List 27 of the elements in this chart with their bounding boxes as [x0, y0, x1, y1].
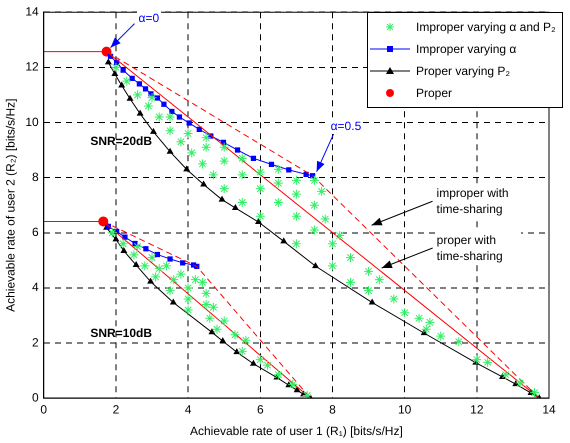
x-tick-label: 12	[470, 402, 484, 417]
y-tick-label: 8	[32, 170, 40, 184]
x-tick-label: 6	[256, 402, 264, 417]
annotation: α=0.5	[328, 118, 364, 134]
legend-label: Proper varying P₂	[416, 64, 510, 78]
legend-label: Proper	[416, 86, 452, 100]
annotation: proper with time-sharing	[436, 232, 521, 264]
x-tick-label: 8	[329, 402, 336, 417]
x-tick-label: 2	[112, 402, 120, 417]
x-tick-label: 10	[398, 402, 412, 417]
y-axis-title: Achievable rate of user 2 (R₂) [bits/s/Hz]	[4, 98, 18, 312]
legend-label: Improper varying α	[416, 42, 516, 56]
x-tick-label: 14	[542, 402, 556, 417]
annotation: improper with time-sharing	[436, 185, 521, 218]
y-tick-label: 12	[25, 60, 40, 74]
x-axis-title: Achievable rate of user 1 (R₁) [bits/s/Hz]	[190, 424, 403, 438]
y-tick-label: 0	[32, 390, 40, 405]
legend-label: Improper varying α and P₂	[416, 20, 556, 34]
y-tick-label: 14	[25, 4, 40, 19]
annotation: α=0	[136, 10, 162, 26]
annotation: SNR=20dB	[90, 133, 152, 150]
y-tick-label: 2	[32, 335, 40, 350]
annotation: SNR=10dB	[90, 325, 152, 342]
y-tick-label: 10	[25, 114, 40, 129]
y-tick-label: 6	[32, 225, 40, 240]
x-tick-label: 4	[184, 402, 192, 417]
y-tick-label: 4	[32, 280, 40, 294]
